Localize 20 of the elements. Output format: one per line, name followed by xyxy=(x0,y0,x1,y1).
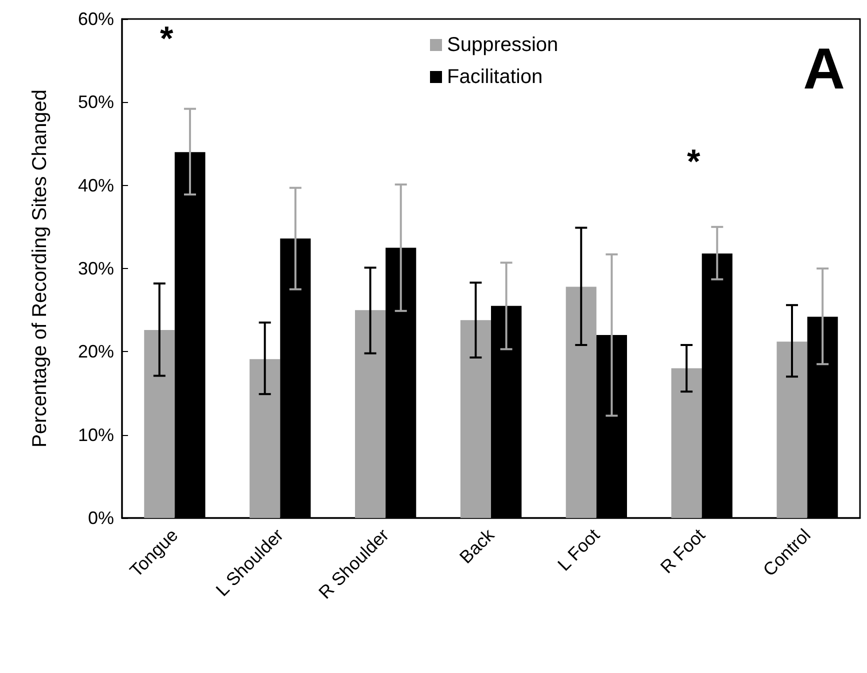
bar xyxy=(460,320,491,518)
legend-label: Suppression xyxy=(447,34,558,56)
bar xyxy=(144,330,175,518)
annotation: * xyxy=(687,143,701,181)
bar xyxy=(566,286,596,518)
y-tick-label: 50% xyxy=(78,92,114,112)
y-tick-label: 10% xyxy=(78,424,114,445)
annotation: * xyxy=(160,20,174,58)
bar xyxy=(354,310,386,518)
y-tick-label: 20% xyxy=(78,342,114,362)
bar xyxy=(671,368,702,518)
y-tick-label: 0% xyxy=(88,508,114,528)
y-tick-label: 40% xyxy=(78,175,114,196)
legend-label: Facilitation xyxy=(447,66,543,88)
y-tick-label: 30% xyxy=(78,258,114,278)
annotation: A xyxy=(803,36,846,102)
y-axis-title: Percentage of Recording Sites Changed xyxy=(29,89,51,448)
y-tick-label: 60% xyxy=(78,9,114,29)
bar xyxy=(776,342,808,518)
bar xyxy=(250,359,280,518)
